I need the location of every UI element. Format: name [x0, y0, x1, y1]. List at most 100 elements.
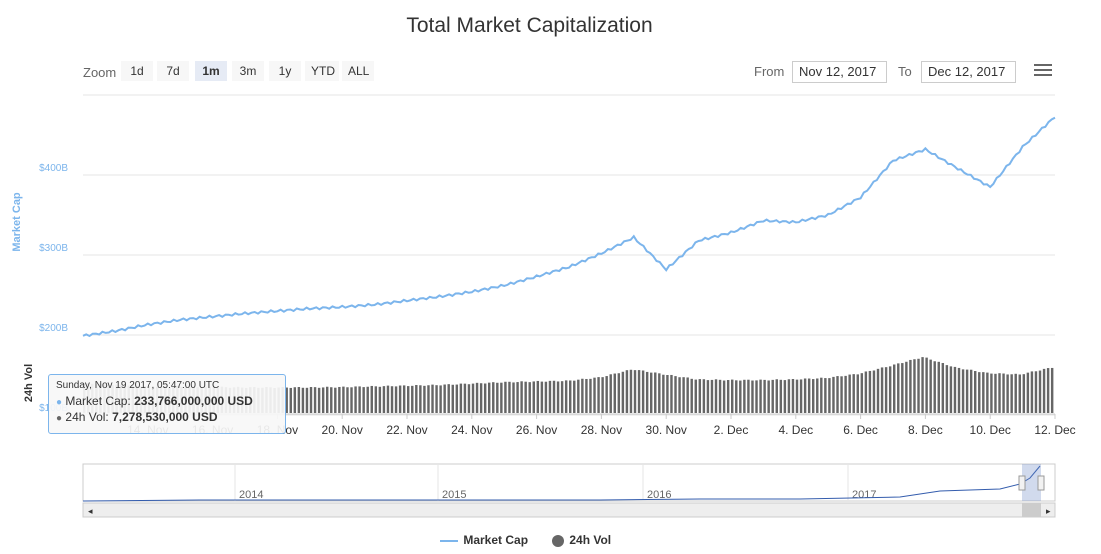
volume-bar [726, 380, 730, 413]
volume-bar [828, 378, 831, 413]
volume-bar [524, 381, 527, 413]
volume-bar [407, 386, 410, 413]
x-tick-label: 10. Dec [970, 423, 1011, 437]
volume-bar [645, 371, 649, 413]
volume-bar [735, 380, 738, 413]
volume-bar [698, 379, 702, 413]
volume-bar [775, 379, 778, 413]
volume-bar [362, 387, 365, 413]
navigator-line [82, 465, 1041, 502]
volume-bar [986, 372, 989, 413]
volume-bar [564, 380, 568, 413]
volume-bar [832, 376, 835, 413]
volume-bar [820, 377, 823, 413]
volume-bar [1050, 367, 1054, 413]
navigator-frame [82, 463, 1056, 502]
zoom-all-button[interactable]: ALL [342, 61, 374, 81]
zoom-7d-button[interactable]: 7d [157, 61, 189, 81]
zoom-1d-button[interactable]: 1d [121, 61, 153, 81]
volume-bar [516, 382, 519, 413]
tooltip: Sunday, Nov 19 2017, 05:47:00 UTC ● Mark… [48, 374, 286, 434]
volume-bar [941, 363, 945, 413]
volume-bar [812, 379, 815, 413]
volume-bar [641, 370, 645, 413]
volume-bar [293, 387, 297, 413]
navigator-selection [1022, 464, 1041, 501]
volume-bar [1010, 374, 1013, 413]
volume-bar [791, 379, 795, 413]
x-tick-label: 20. Nov [322, 423, 363, 437]
volume-bar [382, 386, 386, 413]
zoom-ytd-button[interactable]: YTD [305, 61, 339, 81]
legend-item-market-cap[interactable]: Market Cap [440, 533, 528, 547]
volume-bar [888, 366, 892, 413]
volume-bar [710, 379, 714, 413]
volume-bar [621, 371, 625, 413]
volume-bar [605, 376, 608, 413]
zoom-1y-button[interactable]: 1y [269, 61, 301, 81]
range-to-label: To [898, 64, 912, 79]
volume-bar [370, 385, 373, 413]
legend-item-volume[interactable]: 24h Vol [552, 533, 611, 547]
volume-bar [1030, 371, 1034, 413]
volume-bar [520, 381, 523, 413]
volume-bar [1006, 374, 1009, 413]
range-to-input[interactable]: Dec 12, 2017 [921, 61, 1016, 83]
volume-bar [957, 367, 961, 413]
volume-bar [1038, 370, 1042, 413]
volume-bar [860, 373, 864, 413]
volume-bar [475, 382, 479, 413]
volume-bar [613, 373, 616, 413]
legend: Market Cap 24h Vol [0, 533, 1101, 551]
hamburger-menu-icon[interactable] [1034, 64, 1052, 78]
y-tick-label: $300B [39, 243, 68, 254]
volume-bar [905, 361, 908, 413]
volume-bar [1022, 374, 1026, 413]
volume-bar [394, 386, 398, 413]
volume-bar [459, 383, 463, 413]
range-from-input[interactable]: Nov 12, 2017 [792, 61, 887, 83]
x-tick-label: 22. Nov [386, 423, 427, 437]
volume-bar [751, 380, 754, 413]
volume-bar [326, 386, 329, 413]
volume-bar [1002, 373, 1005, 413]
volume-bar [342, 386, 345, 413]
volume-bar [633, 370, 637, 413]
volume-bar [848, 374, 851, 413]
zoom-1m-button[interactable]: 1m [195, 61, 227, 81]
volume-bar [297, 387, 301, 413]
volume-bar [807, 378, 811, 413]
volume-bar [415, 385, 418, 413]
volume-bar [824, 378, 827, 413]
navigator-tick-label: 2015 [442, 489, 466, 501]
volume-bar [929, 359, 932, 413]
volume-bar [856, 374, 859, 413]
volume-bar [1014, 373, 1017, 413]
volume-bar [880, 367, 884, 413]
volume-bar [528, 382, 531, 413]
volume-bar [897, 363, 900, 413]
volume-bar [500, 382, 503, 413]
zoom-3m-button[interactable]: 3m [232, 61, 264, 81]
volume-bar [974, 371, 977, 413]
tooltip-vol-label: 24h Vol: [65, 410, 109, 424]
scroll-left-arrow-icon: ◂ [88, 506, 93, 516]
volume-bar [471, 383, 475, 413]
volume-bar [447, 384, 450, 413]
volume-bar [321, 387, 325, 413]
volume-bar [982, 372, 985, 413]
volume-bar [455, 384, 459, 413]
volume-bar [799, 379, 803, 413]
volume-bar [678, 377, 681, 413]
volume-bar [556, 381, 560, 413]
volume-bar [536, 380, 540, 413]
volume-bar [386, 385, 390, 413]
volume-bar [552, 380, 556, 413]
volume-bar [759, 379, 762, 413]
tooltip-mcap-dot-icon: ● [56, 397, 63, 408]
volume-bar [893, 364, 896, 413]
volume-bar [609, 374, 612, 413]
volume-bar [637, 370, 641, 413]
scrollbar-thumb [1022, 503, 1041, 517]
y-axis-title-volume: 24h Vol [23, 364, 35, 402]
